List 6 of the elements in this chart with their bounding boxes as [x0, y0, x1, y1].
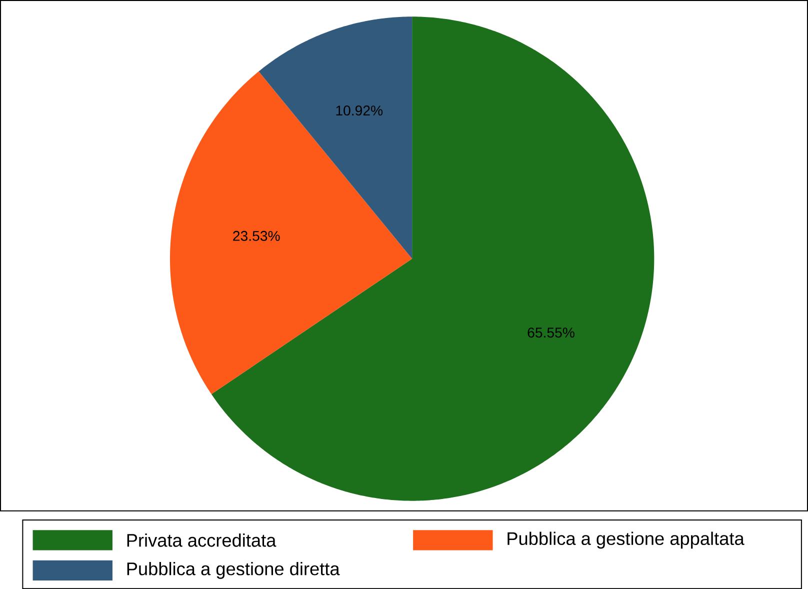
data-label: 23.53% [233, 230, 280, 241]
data-label: 10.92% [336, 106, 383, 116]
data-label: 65.55% [528, 328, 574, 338]
legend-label: Pubblica a gestione diretta [127, 562, 340, 579]
legend-label: Pubblica a gestione appaltata [508, 532, 744, 549]
legend-label: Privata accreditata [127, 533, 276, 547]
